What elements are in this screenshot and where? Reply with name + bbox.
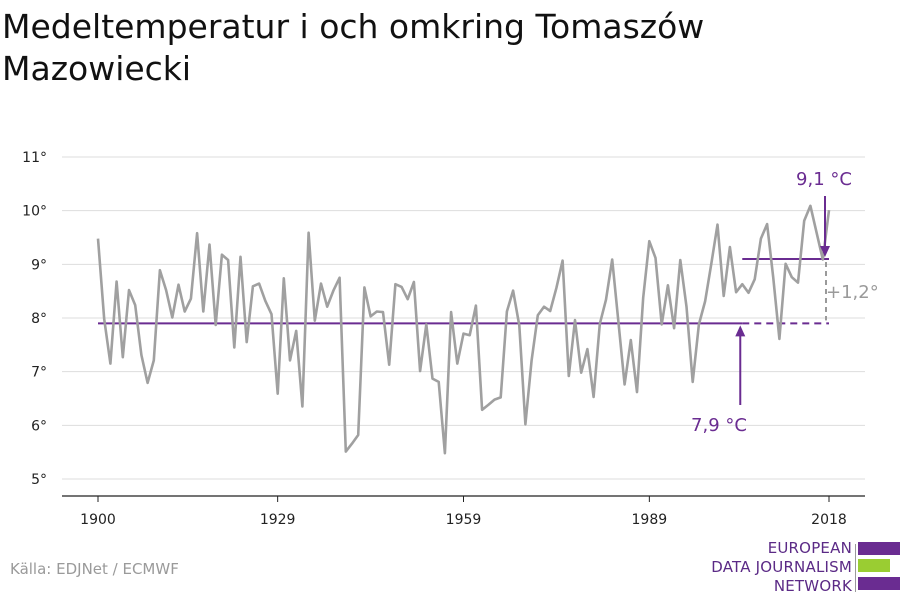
baseline-label: 7,9 °C bbox=[691, 415, 747, 436]
logo-bar-purple-top bbox=[858, 542, 900, 555]
y-tick-label-8: 8° bbox=[31, 311, 47, 327]
x-tick-label-1959: 1959 bbox=[446, 512, 482, 528]
source-note: Källa: EDJNet / ECMWF bbox=[10, 560, 179, 578]
logo-line-2: DATA JOURNALISM bbox=[711, 558, 852, 576]
baseline-arrow-head bbox=[735, 325, 746, 337]
x-tick-label-1900: 1900 bbox=[80, 512, 116, 528]
chart-title: Medeltemperatur i och omkring Tomaszów M… bbox=[2, 7, 705, 88]
y-tick-label-5: 5° bbox=[31, 472, 47, 488]
temperature-series-line bbox=[96, 204, 831, 455]
x-axis-ticks: 1900 1929 1959 1989 2018 bbox=[80, 496, 847, 528]
y-tick-label-10: 10° bbox=[22, 204, 47, 220]
y-tick-label-6: 6° bbox=[31, 418, 47, 434]
y-axis-ticks: 5° 6° 7° 8° 9° 10° 11° bbox=[22, 150, 47, 488]
logo-divider bbox=[855, 544, 856, 592]
logo-bar-green bbox=[858, 559, 890, 572]
y-tick-label-7: 7° bbox=[31, 365, 47, 381]
annotation-labels: 7,9 °C 9,1 °C +1,2° bbox=[691, 169, 879, 436]
delta-label: +1,2° bbox=[826, 282, 879, 303]
logo-line-3: NETWORK bbox=[773, 577, 852, 595]
recent-arrow-head bbox=[820, 245, 830, 257]
recent-label: 9,1 °C bbox=[796, 169, 852, 190]
logo-bar-purple-bottom bbox=[858, 577, 900, 590]
x-tick-label-1989: 1989 bbox=[632, 512, 668, 528]
logo-line-1: EUROPEAN bbox=[767, 539, 852, 557]
y-tick-label-11: 11° bbox=[22, 150, 47, 166]
x-tick-label-2018: 2018 bbox=[811, 512, 847, 528]
x-tick-label-1929: 1929 bbox=[260, 512, 296, 528]
edjnet-logo: EUROPEAN DATA JOURNALISM NETWORK bbox=[705, 538, 900, 598]
gridlines bbox=[62, 156, 865, 480]
y-tick-label-9: 9° bbox=[31, 257, 47, 273]
